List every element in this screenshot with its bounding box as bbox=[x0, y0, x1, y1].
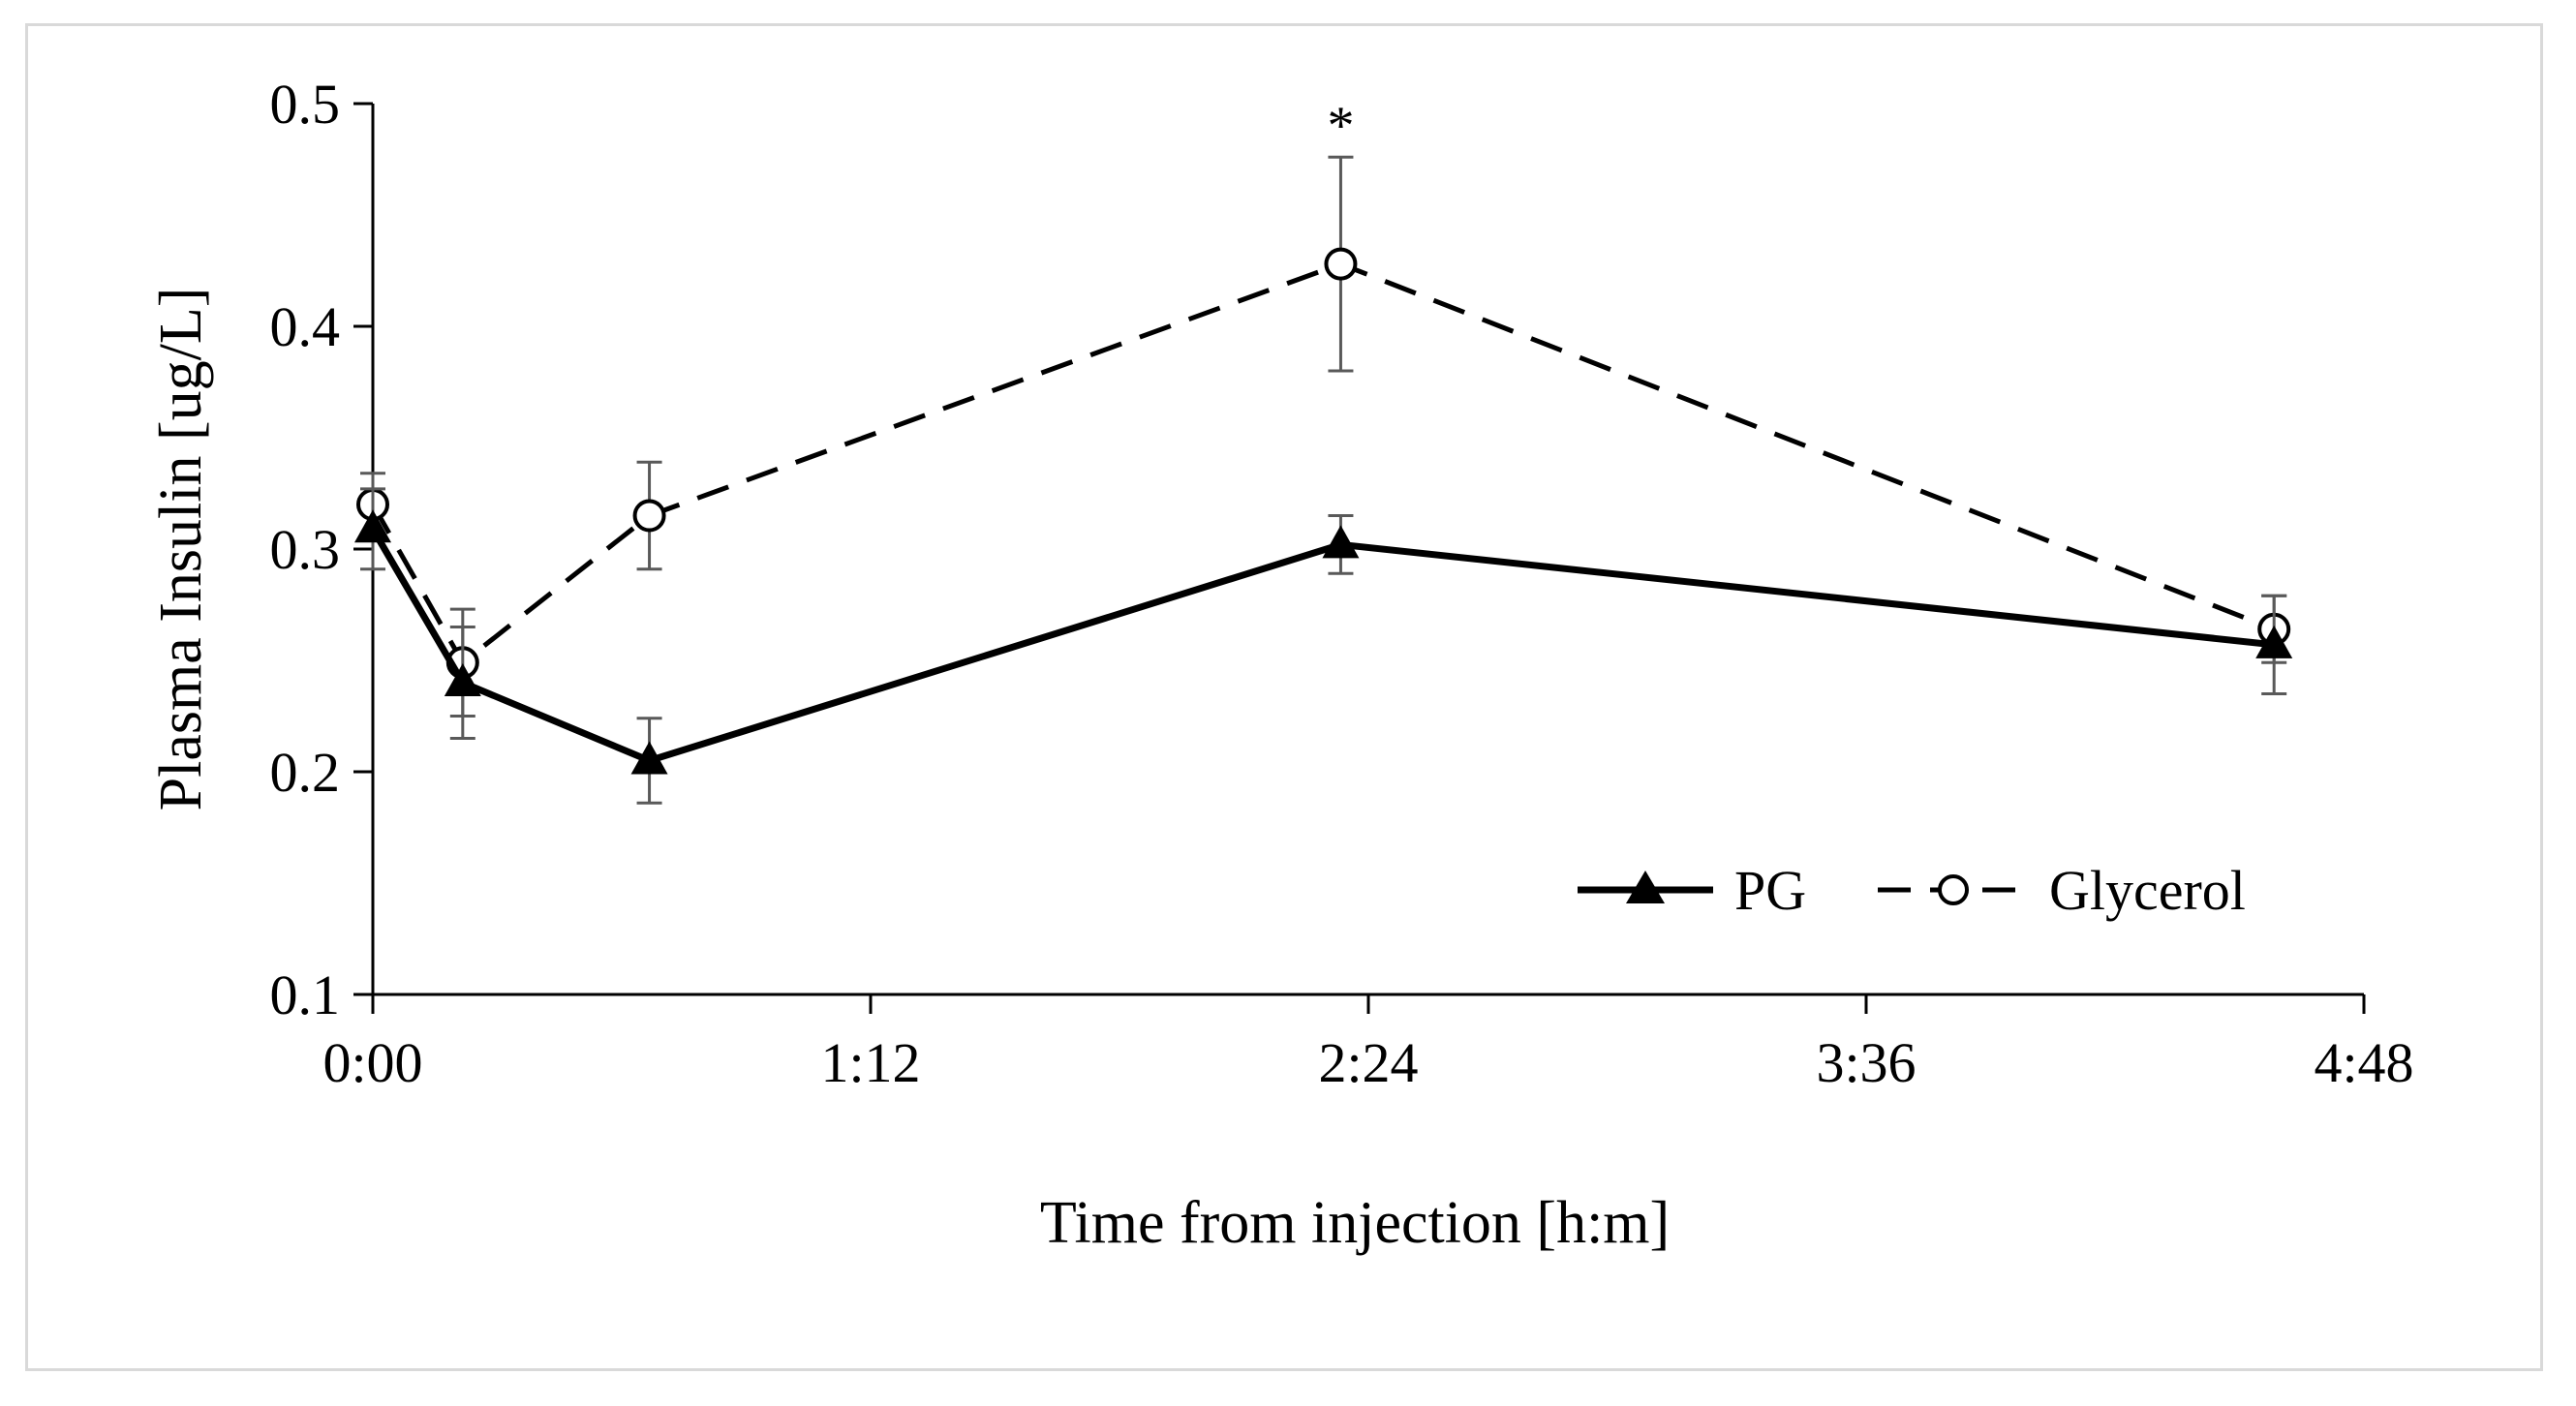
y-tick-label: 0.2 bbox=[270, 741, 341, 804]
chart-figure: 0.1 0.2 0.3 0.4 0.5 0:00 1:12 2:24 3:36 4:48 * P… bbox=[25, 23, 2543, 1371]
pg-data-point bbox=[630, 741, 668, 775]
x-tick-label: 2:24 bbox=[1318, 1031, 1418, 1094]
y-tick-label: 0.4 bbox=[270, 295, 341, 358]
pg-data-point bbox=[2255, 625, 2293, 658]
pg-series-line bbox=[369, 527, 2275, 764]
legend: PG Glycerol bbox=[1578, 859, 2246, 922]
x-tick-label: 4:48 bbox=[2314, 1031, 2413, 1094]
y-tick-label: 0.1 bbox=[270, 963, 341, 1026]
legend-glycerol-marker bbox=[1938, 874, 1969, 905]
line-chart: 0.1 0.2 0.3 0.4 0.5 0:00 1:12 2:24 3:36 4:48 * P… bbox=[148, 73, 2414, 1256]
pg-data-point bbox=[1322, 525, 1360, 559]
x-ticks: 0:00 1:12 2:24 3:36 4:48 bbox=[322, 994, 2414, 1094]
legend-glycerol-label: Glycerol bbox=[2049, 859, 2246, 922]
legend-pg-label: PG bbox=[1734, 859, 1806, 922]
x-tick-label: 1:12 bbox=[820, 1031, 920, 1094]
series-glycerol bbox=[356, 155, 2291, 718]
y-tick-label: 0.5 bbox=[270, 73, 341, 136]
x-axis-title: Time from injection [h:m] bbox=[1040, 1190, 1670, 1256]
series-pg bbox=[354, 487, 2293, 805]
glycerol-data-point bbox=[632, 499, 666, 533]
significance-marker: * bbox=[1327, 96, 1354, 156]
annotation-layer: * bbox=[1327, 96, 1354, 156]
x-tick-label: 3:36 bbox=[1816, 1031, 1916, 1094]
glycerol-data-point bbox=[1324, 247, 1358, 281]
pg-data-point bbox=[444, 663, 481, 696]
series-layer bbox=[354, 155, 2293, 805]
x-tick-label: 0:00 bbox=[322, 1031, 422, 1094]
y-axis-title: Plasma Insulin [ug/L] bbox=[148, 288, 214, 811]
legend-pg-marker bbox=[1626, 871, 1665, 903]
y-tick-label: 0.3 bbox=[270, 518, 341, 581]
pg-data-point bbox=[354, 509, 391, 543]
y-ticks: 0.1 0.2 0.3 0.4 0.5 bbox=[270, 73, 373, 1026]
